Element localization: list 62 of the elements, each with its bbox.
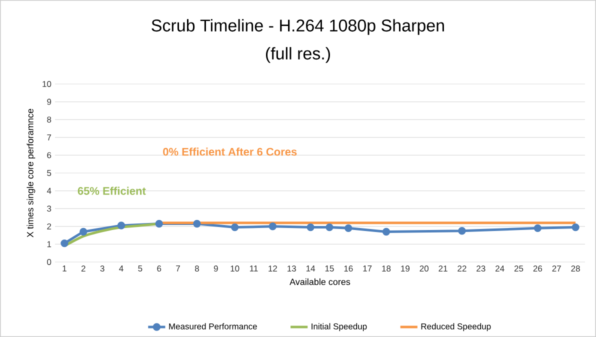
point	[534, 224, 542, 232]
legend-label: Measured Performance	[169, 323, 257, 330]
x-tick-label: 23	[476, 266, 486, 272]
x-tick-label: 28	[571, 266, 580, 272]
x-tick-label: 9	[214, 266, 218, 272]
x-tick-label: 11	[250, 266, 258, 272]
x-tick-label: 7	[176, 266, 180, 272]
x-axis-title: Available cores	[290, 278, 350, 286]
point	[326, 223, 334, 232]
annotation: 65% Efficient	[78, 186, 146, 195]
y-tick-label: 1	[47, 241, 52, 248]
x-tick-label: 16	[344, 266, 353, 272]
y-tick-label: 10	[42, 80, 52, 87]
x-tick-label: 6	[157, 266, 162, 272]
point	[382, 228, 390, 236]
x-tick-label: 21	[438, 266, 448, 272]
x-tick-label: 13	[288, 266, 296, 272]
x-tick-label: 10	[230, 266, 240, 272]
y-tick-label: 4	[46, 188, 52, 194]
point	[344, 224, 352, 232]
point	[60, 239, 68, 248]
point	[155, 220, 163, 228]
point	[306, 223, 314, 232]
legend-label: Reduced Speedup	[421, 323, 491, 332]
x-tick-label: 26	[533, 266, 542, 272]
x-tick-label: 24	[496, 266, 504, 272]
y-tick-label: 5	[47, 170, 52, 176]
x-tick-label: 4	[119, 266, 124, 272]
x-tick-label: 18	[382, 266, 391, 272]
x-tick-label: 14	[306, 266, 316, 272]
x-tick-label: 15	[325, 266, 334, 272]
point	[572, 223, 580, 232]
point	[458, 227, 466, 235]
x-tick-label: 3	[100, 266, 104, 272]
y-tick-label: 8	[47, 116, 52, 123]
legend-label: Initial Speedup	[312, 323, 367, 332]
x-tick-label: 8	[194, 266, 199, 272]
point	[117, 222, 126, 230]
y-tick-label: 0	[47, 258, 52, 266]
y-tick-label: 6	[47, 152, 52, 158]
point	[230, 223, 239, 232]
y-tick-label: 9	[47, 98, 52, 105]
x-tick-label: 12	[268, 266, 277, 272]
x-tick-label: 1	[62, 266, 66, 272]
x-tick-label: 17	[363, 266, 372, 272]
x-tick-label: 25	[514, 266, 524, 272]
y-tick-label: 7	[47, 134, 52, 140]
x-tick-label: 5	[138, 266, 142, 272]
x-tick-label: 2	[81, 266, 86, 272]
y-tick-label: 3	[47, 206, 52, 212]
y-axis-title: X times single core perforamnce	[26, 108, 36, 238]
chart-title: Scrub Timeline - H.264 1080p Sharpen	[152, 19, 444, 35]
point	[193, 220, 201, 228]
point	[268, 222, 277, 230]
point	[80, 228, 88, 236]
x-tick-label: 19	[401, 266, 410, 272]
x-tick-label: 27	[552, 266, 561, 272]
x-tick-label: 20	[420, 266, 429, 272]
x-tick-label: 22	[458, 266, 466, 272]
chart-subtitle: (full res.)	[266, 47, 330, 63]
y-tick-label: 2	[47, 223, 52, 230]
annotation: 0% Efficient After 6 Cores	[163, 148, 297, 156]
